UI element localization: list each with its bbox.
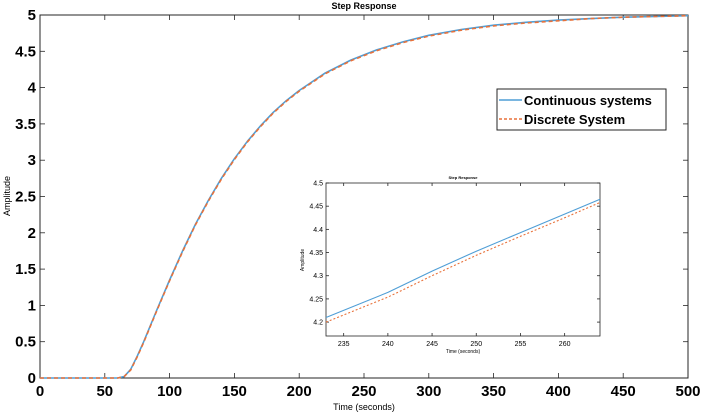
main-x-tick-label: 300 bbox=[416, 383, 441, 400]
legend-label-continuous: Continuous systems bbox=[524, 93, 652, 108]
main-y-tick-label: 0.5 bbox=[15, 334, 36, 351]
inset-x-tick-label: 250 bbox=[470, 341, 482, 348]
legend-box bbox=[496, 88, 667, 131]
legend-label-discrete: Discrete System bbox=[524, 112, 625, 127]
main-y-tick-label: 2 bbox=[28, 225, 36, 242]
inset-y-tick-label: 4.3 bbox=[313, 273, 323, 280]
main-x-tick-label: 0 bbox=[36, 383, 44, 400]
main-x-tick-label: 500 bbox=[675, 383, 700, 400]
inset-chart-title: Step Response bbox=[449, 175, 479, 180]
inset-series-lines bbox=[325, 198, 601, 323]
main-y-tick-label: 5 bbox=[28, 7, 36, 24]
inset-y-tick-label: 4.45 bbox=[309, 204, 323, 211]
main-y-tick-label: 0 bbox=[28, 370, 36, 387]
main-series-continuous-line bbox=[40, 14, 689, 379]
main-y-tick-label: 4 bbox=[28, 80, 37, 97]
inset-y-tick-label: 4.35 bbox=[309, 250, 323, 257]
main-x-tick-label: 400 bbox=[546, 383, 571, 400]
main-x-tick-label: 100 bbox=[157, 383, 182, 400]
main-chart-title: Step Response bbox=[331, 1, 396, 11]
inset-x-tick-label: 260 bbox=[559, 341, 571, 348]
main-y-tick-label: 3.5 bbox=[15, 116, 36, 133]
main-y-tick-label: 2.5 bbox=[15, 189, 36, 206]
inset-ticks: 235 240 245 250 255 260 4.2 4.25 4.3 4.35 4.4 4.45 4… bbox=[309, 181, 600, 348]
main-ticks: 0 50 100 150 200 250 300 350 400 450 500 0 0.5 1 1.5 2 2… bbox=[15, 7, 700, 400]
main-y-axis-label: Amplitude bbox=[2, 176, 12, 216]
main-x-tick-label: 150 bbox=[222, 383, 247, 400]
legend: Continuous systems Discrete System bbox=[496, 88, 667, 131]
main-x-tick-label: 50 bbox=[96, 383, 113, 400]
main-x-tick-label: 200 bbox=[287, 383, 312, 400]
main-y-tick-label: 1.5 bbox=[15, 261, 36, 278]
main-x-axis-label: Time (seconds) bbox=[333, 402, 395, 412]
inset-y-tick-label: 4.25 bbox=[309, 296, 323, 303]
inset-axes-box bbox=[325, 182, 601, 337]
main-x-tick-label: 350 bbox=[481, 383, 506, 400]
inset-y-tick-label: 4.4 bbox=[313, 227, 323, 234]
inset-y-axis-label: Amplitude bbox=[300, 249, 306, 271]
inset-x-axis-label: Time (seconds) bbox=[446, 349, 481, 355]
main-y-tick-label: 4.5 bbox=[15, 43, 36, 60]
inset-series-discrete-line bbox=[325, 201, 601, 323]
main-x-tick-label: 450 bbox=[611, 383, 636, 400]
main-y-tick-label: 3 bbox=[28, 152, 36, 169]
inset-chart: Step Response Time (seconds) Amplitude 2… bbox=[300, 175, 601, 355]
inset-x-tick-label: 235 bbox=[338, 341, 350, 348]
main-series-lines bbox=[40, 14, 689, 379]
main-x-tick-label: 250 bbox=[351, 383, 376, 400]
inset-y-tick-label: 4.2 bbox=[313, 320, 323, 327]
main-y-tick-label: 1 bbox=[28, 297, 36, 314]
inset-x-tick-label: 255 bbox=[515, 341, 527, 348]
inset-x-tick-label: 245 bbox=[426, 341, 438, 348]
inset-y-tick-label: 4.5 bbox=[313, 181, 323, 188]
inset-x-tick-label: 240 bbox=[382, 341, 394, 348]
inset-series-continuous-line bbox=[325, 198, 601, 319]
